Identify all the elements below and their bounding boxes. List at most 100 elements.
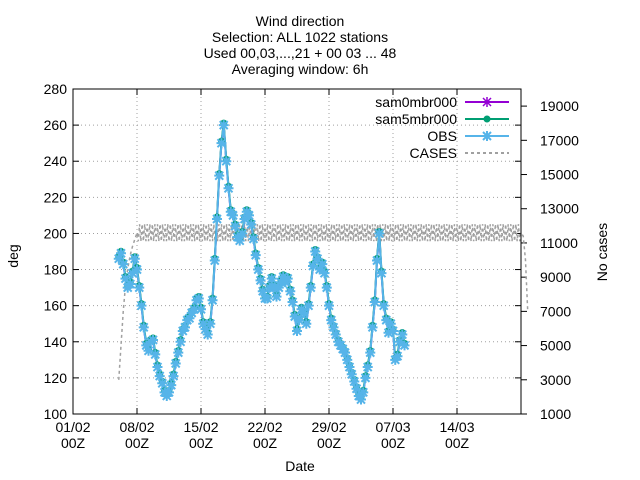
point-obs: [381, 315, 392, 326]
point-obs: [212, 214, 222, 224]
point-obs: [152, 362, 163, 373]
point-obs: [141, 340, 152, 351]
point-obs: [223, 183, 234, 194]
point-obs: [312, 253, 323, 264]
y-tick-label: 180: [44, 262, 68, 278]
point-obs: [118, 259, 129, 270]
point-obs: [305, 282, 316, 293]
point-obs: [294, 315, 305, 326]
y-tick-label: 100: [44, 406, 68, 422]
y2-tick-label: 13000: [540, 201, 579, 217]
y2-tick-label: 5000: [540, 338, 571, 354]
x-tick-label-hour: 00Z: [317, 435, 342, 451]
y2-tick-label: 3000: [540, 372, 571, 388]
point-obs: [346, 369, 357, 380]
point-obs: [136, 300, 147, 311]
point-obs: [196, 304, 206, 315]
point-obs: [253, 264, 264, 275]
series-line-sam5mbr000: [117, 122, 406, 400]
point-obs: [154, 371, 165, 382]
y-tick-label: 280: [44, 81, 68, 97]
y2-tick-label: 15000: [540, 167, 579, 183]
plot-frame: [72, 88, 522, 415]
series-line-sam0mbr000: [117, 124, 406, 402]
x-tick-label: 07/03: [375, 419, 410, 435]
point-obs: [237, 228, 248, 239]
point-obs: [198, 318, 209, 329]
point-obs: [317, 259, 328, 270]
point-obs: [356, 394, 366, 405]
x-axis-label: Date: [285, 458, 315, 474]
y-tick-label: 240: [44, 153, 68, 169]
point-obs: [113, 253, 124, 264]
point-obs: [321, 282, 332, 293]
series-line-cases: [118, 224, 529, 380]
legend-swatch-sam0mbr000: [465, 97, 509, 107]
point-obs: [150, 349, 161, 360]
x-tick-label-hour: 00Z: [253, 435, 278, 451]
point-obs: [200, 324, 211, 335]
point-obs: [209, 255, 220, 266]
series-line-obs: [117, 124, 406, 402]
point-obs: [193, 293, 204, 304]
point-obs: [349, 376, 360, 387]
legend-swatch-sam5mbr000: [465, 115, 509, 123]
y2-tick-label: 17000: [540, 132, 579, 148]
y2-tick-label: 7000: [540, 303, 571, 319]
point-obs: [388, 325, 398, 336]
point-obs: [301, 318, 312, 329]
point-obs: [148, 334, 158, 345]
point-obs: [127, 268, 138, 279]
point-obs: [273, 282, 284, 293]
point-obs: [392, 351, 403, 362]
point-obs: [168, 371, 179, 382]
point-obs: [367, 322, 378, 333]
point-obs: [234, 235, 245, 246]
legend-swatch-obs: [465, 131, 509, 141]
point-obs: [298, 307, 309, 318]
point-obs: [397, 329, 408, 340]
y-tick-label: 160: [44, 298, 68, 314]
point-obs: [216, 138, 227, 149]
point-obs: [157, 378, 168, 389]
y-tick-label: 260: [44, 117, 68, 133]
point-obs: [246, 219, 257, 230]
point-obs: [266, 273, 277, 284]
point-obs: [207, 295, 218, 306]
point-obs: [278, 271, 289, 282]
point-obs: [230, 221, 241, 232]
y2-tick-label: 1000: [540, 406, 571, 422]
y2-tick-label: 19000: [540, 98, 579, 114]
y2-tick-label: 11000: [540, 235, 578, 251]
title-line-3: Used 00,03,...,21 + 00 03 ... 48: [204, 45, 397, 61]
point-obs: [189, 304, 200, 315]
point-obs: [180, 322, 190, 333]
point-obs: [351, 383, 362, 394]
x-tick-label: 08/02: [119, 419, 154, 435]
x-tick-label-hour: 00Z: [61, 435, 86, 451]
point-obs: [214, 170, 225, 181]
point-obs: [257, 286, 268, 297]
point-obs: [138, 322, 149, 333]
x-tick-label: 22/02: [247, 419, 282, 435]
point-obs: [292, 325, 302, 336]
point-obs: [125, 279, 136, 289]
point-obs: [164, 387, 174, 398]
legend-label-cases: CASES: [410, 145, 457, 161]
point-obs: [344, 362, 355, 373]
point-obs: [369, 297, 380, 308]
y-tick-label: 140: [44, 334, 68, 350]
point-obs: [330, 329, 341, 340]
point-obs: [342, 354, 353, 365]
x-tick-label: 14/03: [439, 419, 474, 435]
y2-axis-label: No cases: [594, 223, 610, 281]
legend-label-sam5mbr000: sam5mbr000: [375, 111, 457, 127]
point-obs: [255, 275, 266, 286]
point-obs: [184, 313, 195, 324]
point-obs: [202, 329, 213, 340]
point-obs: [399, 340, 410, 351]
x-tick-label: 15/02: [183, 419, 218, 435]
point-obs: [385, 318, 396, 329]
point-obs: [218, 120, 229, 131]
